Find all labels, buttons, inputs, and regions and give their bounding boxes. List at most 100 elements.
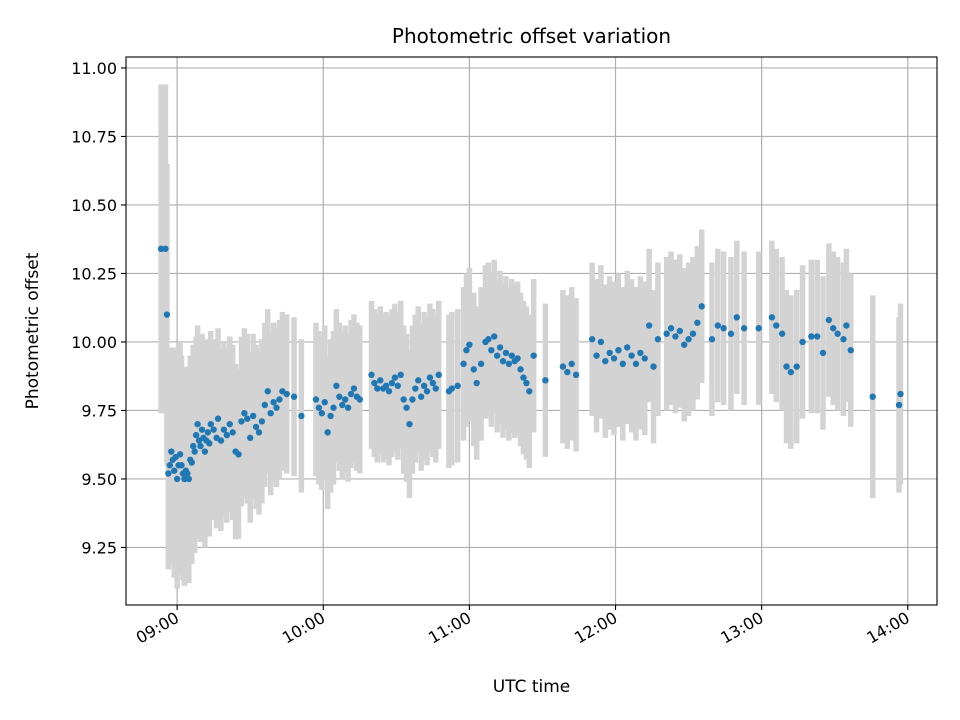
data-point <box>255 429 263 436</box>
data-point <box>663 330 670 337</box>
data-point <box>181 475 188 483</box>
data-point <box>435 371 442 379</box>
data-point <box>454 382 461 389</box>
y-axis-label: Photometric offset <box>23 252 43 409</box>
data-point <box>641 355 648 362</box>
data-point <box>530 352 537 359</box>
data-point <box>740 325 748 332</box>
data-point <box>834 330 841 337</box>
data-point <box>258 418 266 425</box>
data-point <box>572 371 580 379</box>
data-point <box>783 363 790 370</box>
data-point <box>593 352 600 359</box>
data-point <box>793 363 800 370</box>
data-point <box>429 379 437 387</box>
chart-title: Photometric offset variation <box>392 24 671 48</box>
data-point <box>847 346 854 354</box>
data-point <box>895 401 903 409</box>
data-point <box>210 426 217 433</box>
data-point <box>368 371 375 379</box>
data-point <box>249 412 257 420</box>
data-point <box>261 401 269 409</box>
data-point <box>321 399 328 406</box>
data-point <box>514 355 521 362</box>
y-tick-label: 9.75 <box>81 401 117 420</box>
data-point <box>417 393 425 400</box>
data-point <box>162 245 169 252</box>
data-point <box>409 396 416 403</box>
data-point <box>768 314 776 321</box>
data-point <box>220 426 228 433</box>
data-point <box>374 385 381 392</box>
data-point <box>188 459 195 466</box>
data-point <box>318 410 326 417</box>
y-tick-label: 10.00 <box>71 333 117 352</box>
data-point <box>619 360 627 368</box>
data-point <box>339 401 346 409</box>
data-point <box>493 352 501 359</box>
y-tick-label: 9.25 <box>81 538 117 557</box>
data-point <box>356 396 364 403</box>
data-point <box>676 327 684 335</box>
data-point <box>198 426 206 433</box>
data-point <box>223 431 231 439</box>
data-point <box>207 420 214 428</box>
data-point <box>508 352 515 359</box>
data-point <box>610 355 618 362</box>
data-point <box>787 368 795 376</box>
data-point <box>400 396 407 403</box>
data-point <box>423 388 431 395</box>
data-point <box>341 396 349 403</box>
data-point <box>377 377 384 384</box>
data-point <box>714 322 722 329</box>
data-point <box>394 382 401 389</box>
data-point <box>391 374 399 381</box>
data-point <box>733 314 741 321</box>
data-point <box>654 336 662 343</box>
data-point <box>252 423 260 431</box>
data-point <box>840 336 847 343</box>
data-point <box>606 349 613 357</box>
data-point <box>420 382 428 389</box>
data-point <box>432 385 439 392</box>
data-point <box>350 385 358 392</box>
data-point <box>267 410 274 417</box>
y-tick-label: 9.50 <box>81 470 117 489</box>
data-point <box>505 360 513 368</box>
data-point <box>460 360 467 368</box>
data-point <box>327 412 334 420</box>
data-point <box>672 333 679 340</box>
data-point <box>843 322 850 329</box>
data-point <box>897 390 904 398</box>
data-point <box>226 420 233 428</box>
data-point <box>273 404 280 411</box>
data-point <box>624 344 631 351</box>
data-point <box>819 349 827 357</box>
data-point <box>473 379 480 387</box>
data-point <box>825 316 833 324</box>
data-point <box>388 379 396 387</box>
data-point <box>171 467 178 474</box>
data-point <box>463 346 470 354</box>
data-point <box>602 357 609 365</box>
data-point <box>808 333 815 340</box>
data-point <box>778 330 786 337</box>
data-point <box>276 396 283 403</box>
data-point <box>628 352 635 359</box>
data-point <box>298 412 305 420</box>
data-point <box>201 448 209 455</box>
data-point <box>523 379 530 387</box>
x-axis-label: UTC time <box>493 677 571 697</box>
data-point <box>689 330 697 337</box>
data-point <box>520 374 527 381</box>
data-point <box>720 325 727 332</box>
data-point <box>564 368 571 376</box>
data-point <box>773 322 780 329</box>
data-point <box>412 385 419 392</box>
data-point <box>191 448 198 455</box>
data-point <box>542 377 549 384</box>
data-point <box>488 346 495 354</box>
data-point <box>615 346 622 354</box>
data-point <box>708 336 716 343</box>
